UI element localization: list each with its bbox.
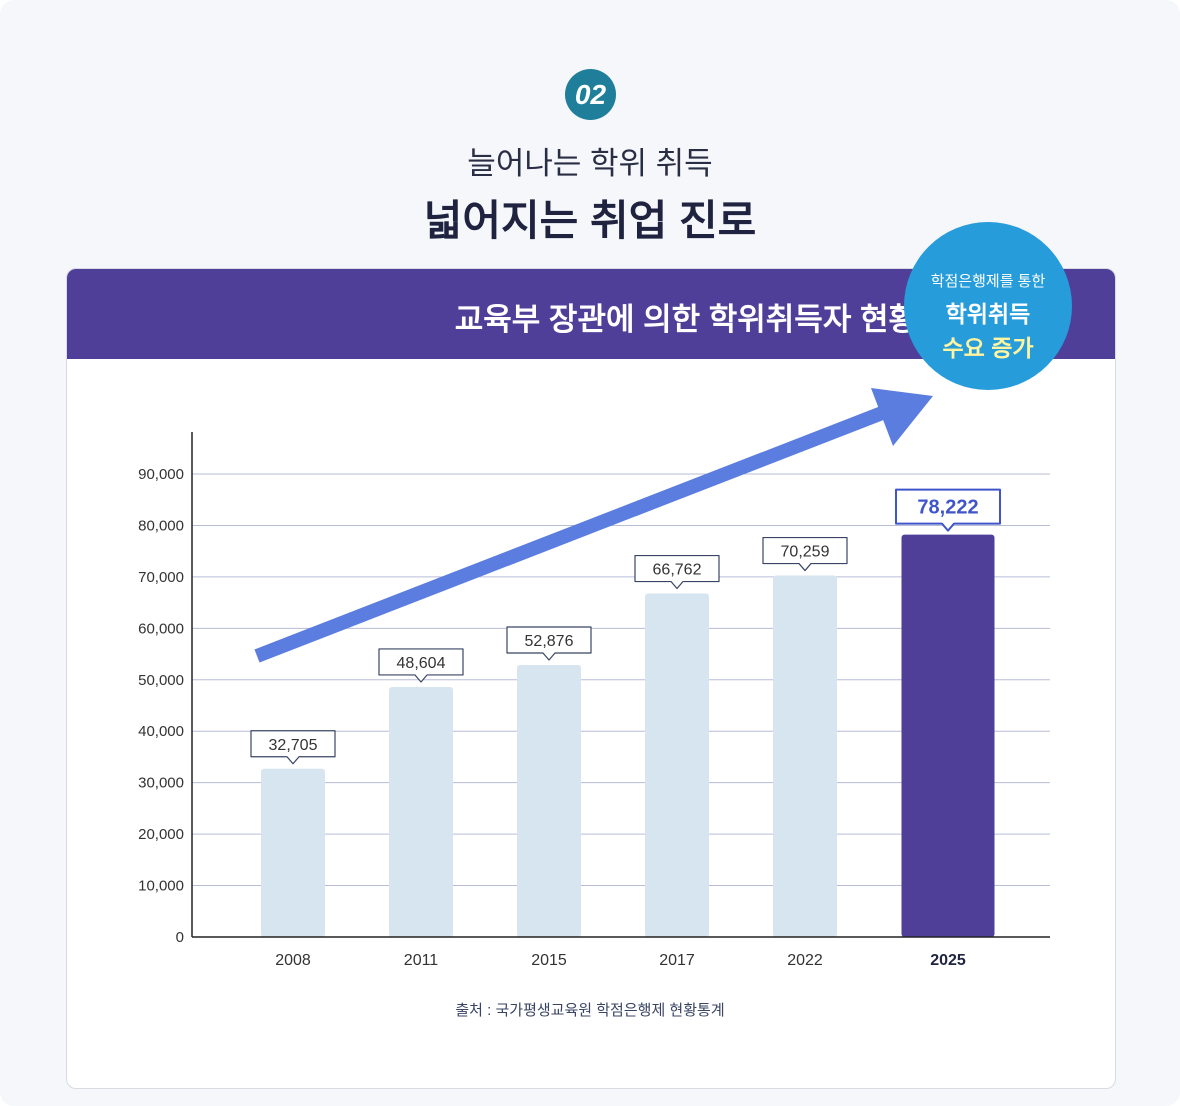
source-note: 출처 : 국가평생교육원 학점은행제 현황통계 xyxy=(455,1002,725,1019)
data-label-bubble xyxy=(762,536,848,572)
trend-arrow-head xyxy=(871,388,933,446)
subtitle: 늘어나는 학위 취득 xyxy=(467,146,713,181)
y-tick-label: 40,000 xyxy=(138,723,184,740)
y-tick-label: 20,000 xyxy=(138,826,184,843)
trend-arrow-shaft xyxy=(254,401,898,663)
y-tick-label: 80,000 xyxy=(138,517,184,534)
x-tick-label: 2008 xyxy=(275,952,311,969)
data-label-bubble xyxy=(895,488,1001,532)
data-label: 32,705 xyxy=(269,737,318,754)
section-number: 02 xyxy=(565,69,616,120)
y-tick-label: 90,000 xyxy=(138,466,184,483)
y-tick-label: 0 xyxy=(176,929,184,946)
page-title: 넓어지는 취업 진로 xyxy=(423,197,757,244)
data-label: 52,876 xyxy=(525,633,574,650)
data-label-bubble xyxy=(506,626,592,661)
badge-line2: 학위취득 xyxy=(945,301,1031,327)
bar xyxy=(517,664,581,937)
y-tick-label: 30,000 xyxy=(138,775,184,792)
data-label-bubble xyxy=(250,730,336,765)
x-tick-label: 2025 xyxy=(930,952,966,969)
x-tick-label: 2011 xyxy=(404,952,439,969)
x-tick-label: 2022 xyxy=(787,952,823,969)
chart-title: 교육부 장관에 의한 학위취득자 현황 xyxy=(454,302,917,337)
data-label: 78,222 xyxy=(917,497,978,519)
bar xyxy=(389,686,453,937)
bar xyxy=(773,575,837,937)
y-tick-label: 50,000 xyxy=(138,672,184,689)
bar xyxy=(261,768,325,937)
badge-line3: 수요 증가 xyxy=(942,335,1034,361)
data-label: 66,762 xyxy=(653,562,702,579)
bar xyxy=(901,534,995,937)
bar xyxy=(645,593,709,937)
data-label: 48,604 xyxy=(397,655,446,672)
demand-badge: 학점은행제를 통한 학위취득 수요 증가 xyxy=(904,222,1072,390)
data-label: 70,259 xyxy=(781,544,830,561)
badge-line1: 학점은행제를 통한 xyxy=(930,273,1046,290)
x-tick-label: 2017 xyxy=(659,952,695,969)
y-tick-label: 60,000 xyxy=(138,620,184,637)
y-tick-label: 10,000 xyxy=(138,878,184,895)
y-tick-label: 70,000 xyxy=(138,569,184,586)
x-tick-label: 2015 xyxy=(531,952,567,969)
data-label-bubble xyxy=(634,554,720,590)
data-label-bubble xyxy=(378,648,464,683)
